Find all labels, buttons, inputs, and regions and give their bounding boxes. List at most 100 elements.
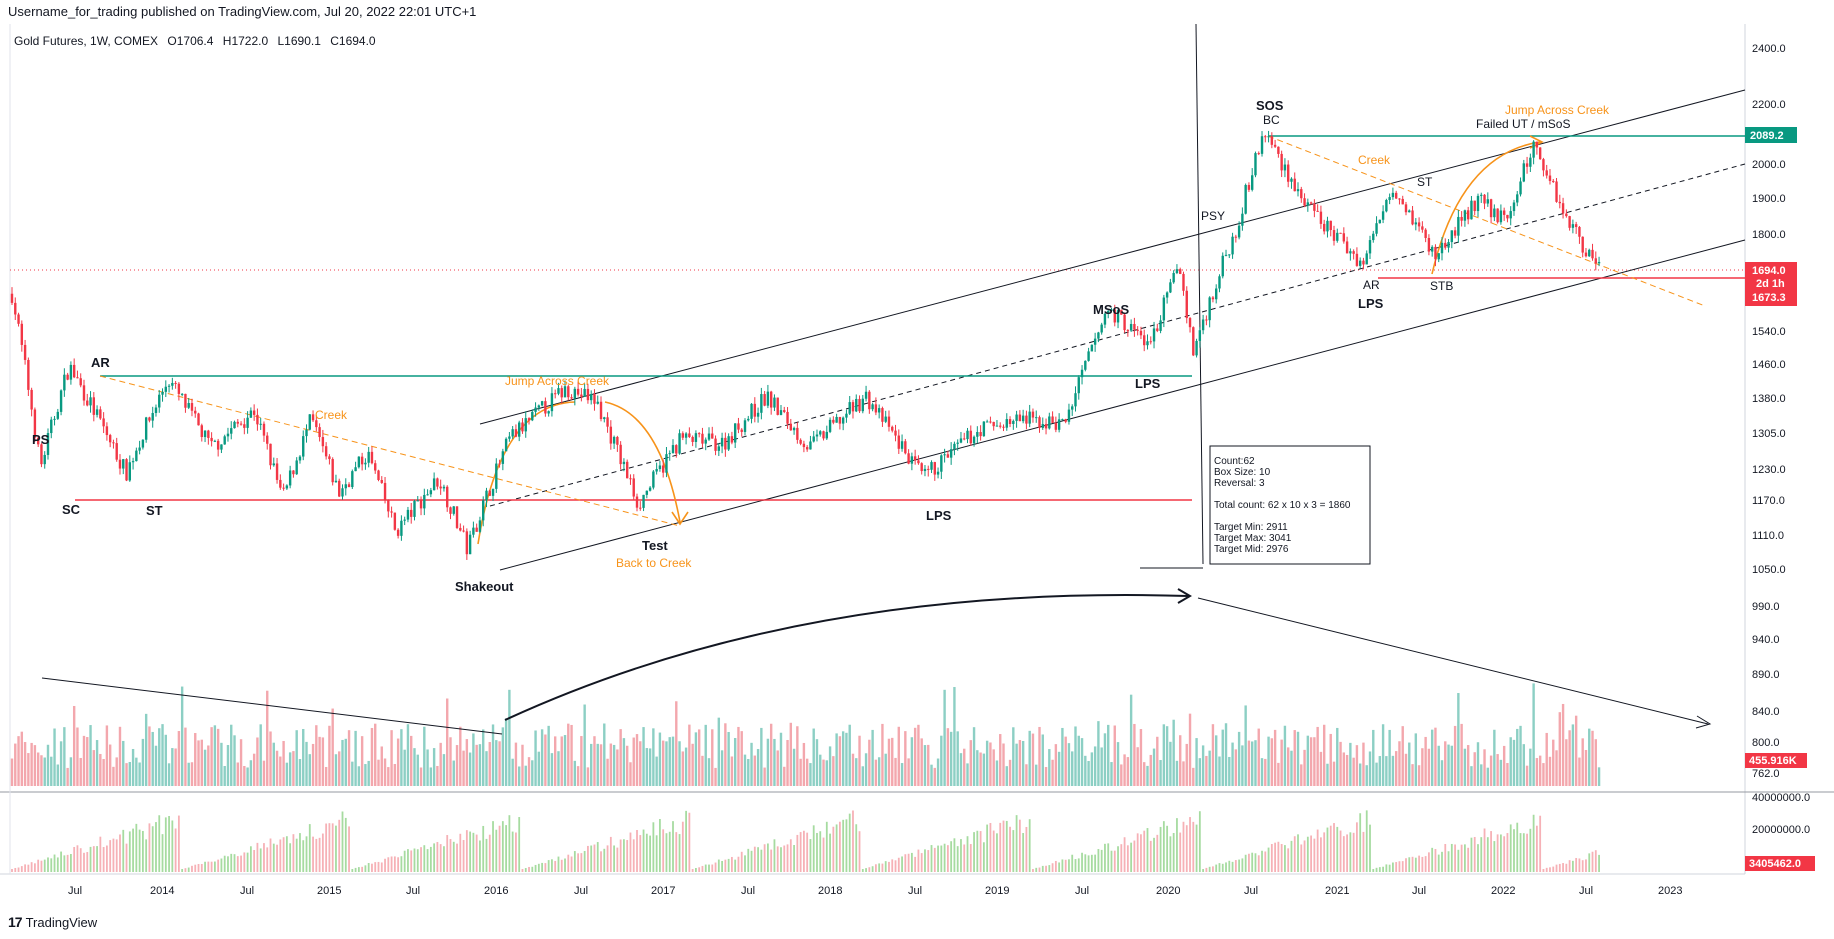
footer-brand[interactable]: 17 TradingView [8,914,97,930]
candle-body [665,454,668,473]
candle-body [704,439,707,444]
volume-bar [413,748,416,786]
candle-body [1090,344,1094,352]
indicator-bar [773,839,776,872]
indicator-bar [989,822,992,872]
candle-body [694,433,698,442]
volume-trend-line-2 [1197,597,1709,725]
volume-bar [279,756,282,786]
candle-body [468,534,472,555]
indicator-bar [479,840,481,872]
candle-body [154,407,158,413]
candle-body [501,451,505,464]
candle-body [364,462,367,465]
indicator-bar [1313,838,1316,872]
candle-body [89,397,92,406]
volume-bar [547,725,550,786]
volume-bar [239,739,243,786]
volume-bar [648,748,652,786]
volume-bar [861,766,864,786]
indicator-bar [924,849,926,872]
price-axis[interactable]: 2400.0 2200.0 2000.0 1900.0 1800.0 1540.… [1752,43,1786,780]
symbol-title[interactable]: Gold Futures, 1W, COMEX [14,34,159,48]
candle-body [1306,202,1310,206]
chart-canvas[interactable]: Count:62 Box Size: 10 Reversal: 3 Total … [0,24,1834,914]
indicator-bar [645,833,648,872]
candle-body [1077,377,1080,394]
candle-body [439,486,442,489]
volume-bar [256,737,259,786]
time-tick-2019: 2019 [985,885,1009,897]
candle-body [1591,249,1594,259]
candle-body [72,364,76,378]
volume-bar [334,754,338,786]
channel-mid-line [489,163,1746,507]
indicator-bar [308,824,311,872]
volume-bar [724,723,727,786]
indicator-bar [43,859,46,872]
volume-bar [1237,731,1241,786]
volume-bar [789,722,793,786]
indicator-bar [819,831,822,872]
volume-bar [321,737,325,786]
candle-body [639,507,642,509]
indicator-bar [246,852,249,872]
volume-bar [1277,762,1280,786]
candle-body [825,431,829,439]
indicator-bar [704,864,707,872]
indicator-bar [60,851,62,872]
volume-bar [1257,728,1260,786]
volume-arc-arrowhead [1177,588,1192,604]
indicator-bar [1303,840,1306,872]
volume-bar [344,738,347,786]
candle-body [1198,330,1202,341]
candle-body [616,436,619,445]
candle-body [1136,329,1139,331]
candle-body [1205,319,1208,321]
candle-body [1401,198,1404,205]
indicator-bar [1539,815,1542,872]
label-creek-1: Creek [315,408,348,422]
volume-bar [1129,694,1133,786]
candle-body [753,403,757,417]
volume-bar [1444,741,1447,786]
candle-body [927,468,930,470]
candle-body [1244,184,1247,214]
volume-bar [756,749,760,786]
indicator-bar [698,867,701,872]
indicator-bar [587,845,589,872]
candle-body [367,451,370,463]
candle-body [1414,222,1418,225]
volume-bar [200,739,203,786]
time-axis[interactable]: Jul 2014 Jul 2015 Jul 2016 Jul 2017 Jul … [68,885,1682,897]
candle-body [226,433,230,437]
candle-body [275,463,279,480]
volume-bar [1224,723,1228,786]
volume-bar [374,723,377,786]
volume-bar [508,689,511,786]
volume-bar [1453,725,1457,786]
candle-body [1506,214,1509,219]
volume-bar [259,724,262,786]
indicator-bar [573,851,576,872]
candle-body [315,420,318,428]
candle-body [868,391,871,410]
indicator-bar [969,844,972,872]
indicator-bar [96,846,98,872]
indicator-bar [253,850,256,872]
tag-last-price-bg [1745,262,1797,306]
candle-body [1002,426,1005,428]
volume-bar [125,763,128,786]
volume-bar [534,730,537,786]
indicator-bar [1133,840,1136,872]
volume-bar [573,760,577,786]
indicator-bar [1575,857,1578,872]
indicator-bar [1591,851,1594,872]
volume-bar [302,728,305,786]
candle-body [331,459,334,483]
candle-body [1470,200,1473,220]
volume-bar [1185,743,1188,786]
volume-bar [416,754,419,786]
price-tick-840: 840.0 [1752,706,1780,718]
volume-bar [393,763,397,786]
